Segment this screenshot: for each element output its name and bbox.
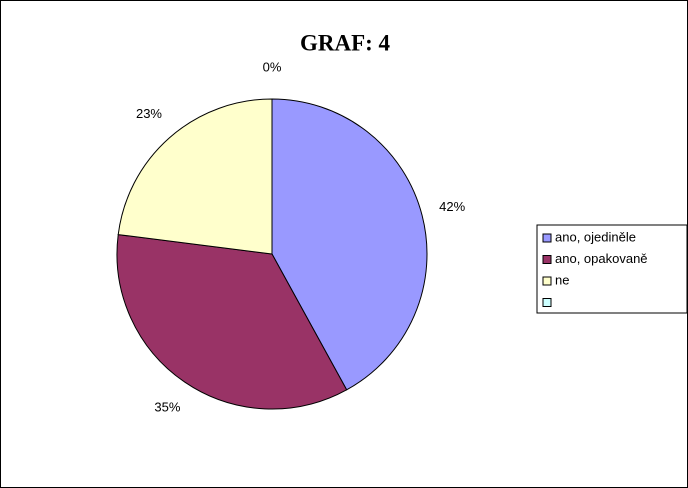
chart-title: GRAF: 4: [300, 30, 391, 55]
legend-swatch: [542, 255, 552, 264]
data-label: 42%: [439, 199, 465, 214]
legend-label: ne: [555, 272, 569, 287]
data-label: 35%: [154, 399, 180, 414]
legend-label: ano, ojediněle: [555, 229, 636, 244]
legend-box: [536, 224, 688, 314]
legend-label: ano, opakovaně: [555, 251, 648, 266]
data-label: 0%: [263, 59, 282, 74]
pie-slice: [117, 98, 273, 255]
pie-slice: [271, 98, 428, 391]
legend-swatch: [542, 276, 552, 286]
pie-slice: [116, 234, 348, 410]
legend-swatch: [542, 233, 552, 243]
data-label: 23%: [136, 106, 162, 121]
legend-swatch: [542, 298, 552, 307]
